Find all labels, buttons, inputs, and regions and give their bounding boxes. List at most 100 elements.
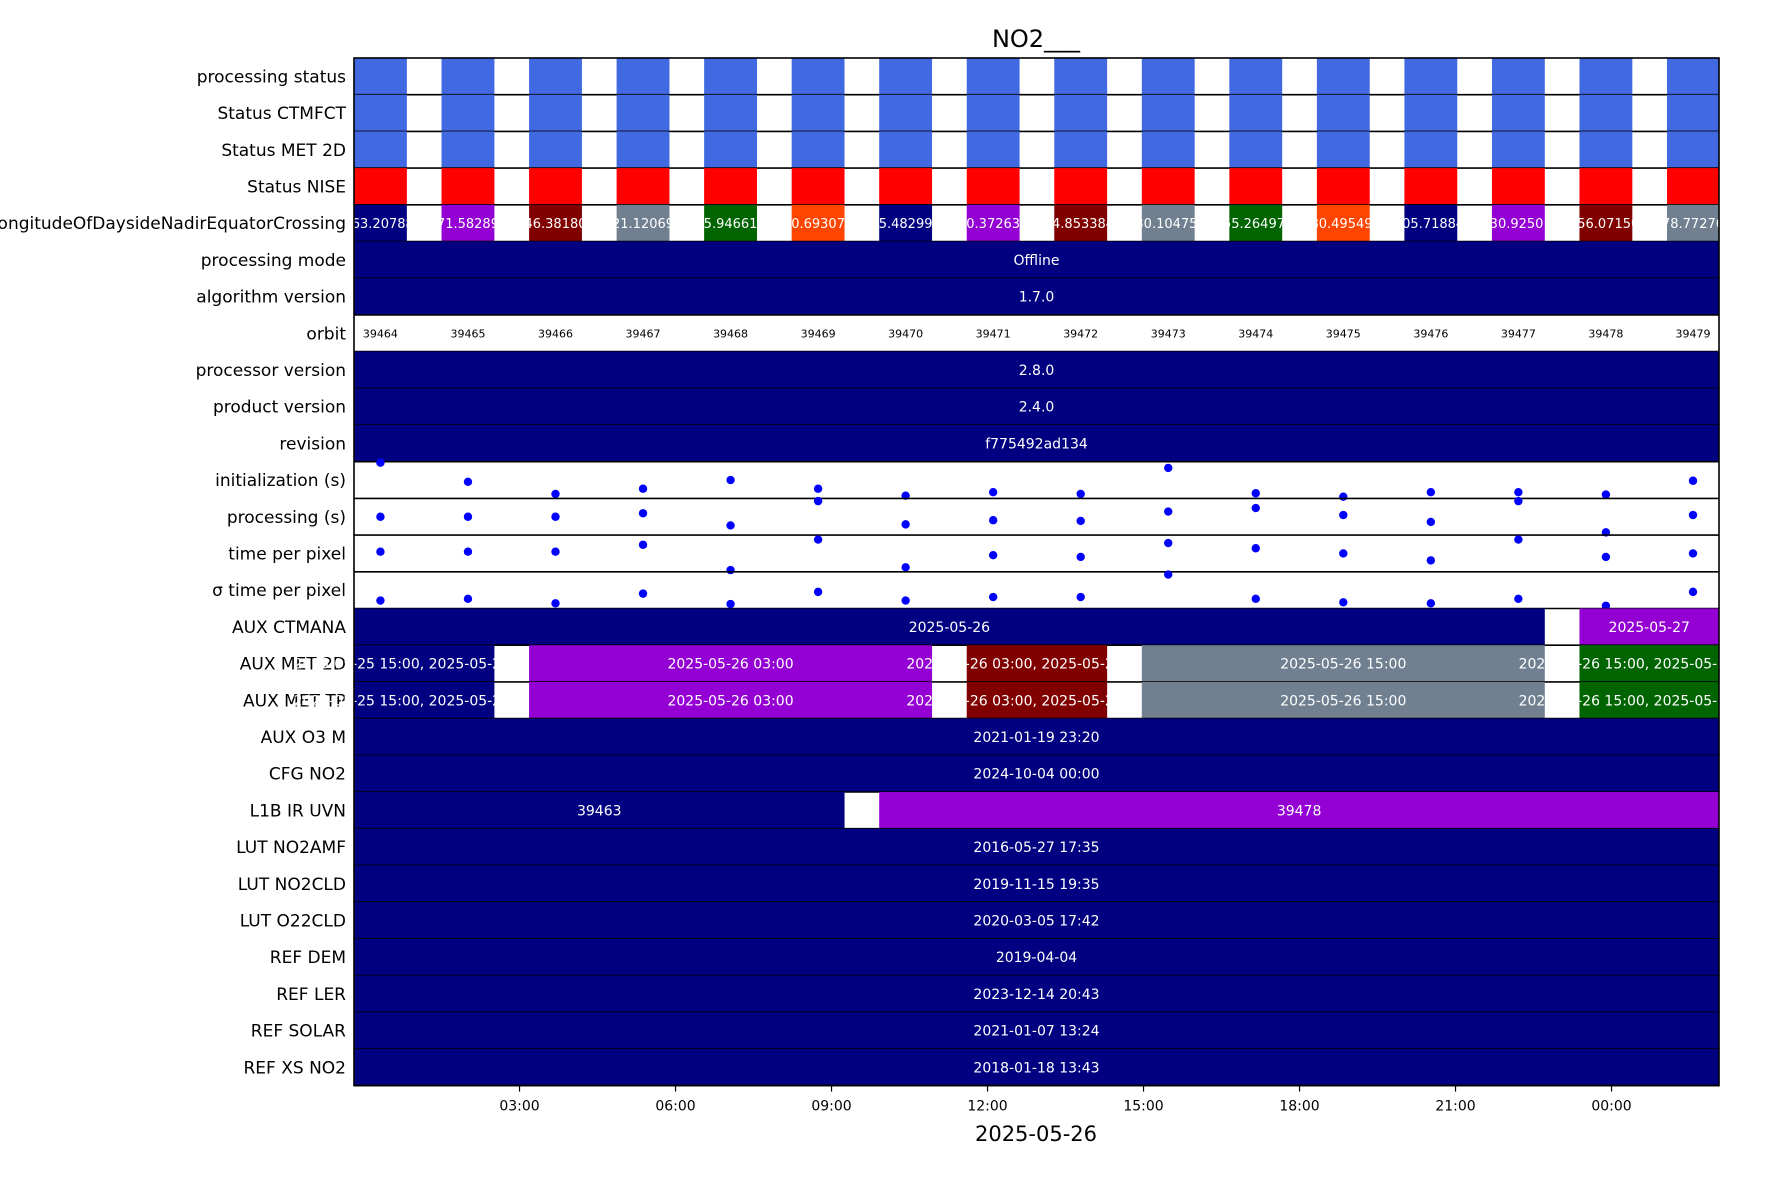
status-bar [1141,131,1195,169]
status-bar [1404,58,1458,95]
status-bar [1667,168,1719,205]
crossing-bar [1579,204,1633,242]
data-point [813,535,823,544]
crossing-value-label: 171.582891 [429,217,508,232]
span-label: 2019-04-04 [996,950,1077,966]
data-point [1164,570,1173,579]
status-bar [1316,58,1370,95]
span-label: 2025-05-26 03:00, 2025-05-26 15:00 [906,657,1167,673]
row-lut-o22cld: LUT O22CLD 2020-03-05 17:42 [240,902,1719,940]
row-label: product version [213,398,346,418]
row-processing-mode: processing mode Offline [201,241,1719,280]
status-bar [441,58,495,95]
span-label: Offline [1014,253,1060,269]
status-bar [529,168,582,205]
status-bar [879,168,933,205]
status-bar [1404,168,1458,205]
status-bar [1054,58,1108,95]
row-product-version: product version 2.4.0 [213,388,1719,426]
data-point [1514,487,1523,497]
data-point [1339,492,1348,501]
row-cfg-no2: CFG NO2 2024-10-04 00:00 [269,755,1719,793]
data-point [1339,598,1348,607]
crossing-bar [1229,204,1283,242]
span-label: 39478 [1277,803,1322,819]
x-tick-label: 18:00 [1279,1099,1319,1115]
status-bar [1229,131,1283,169]
data-point [1076,592,1085,602]
orbit-number-label: 39473 [1151,327,1186,340]
status-bar [879,58,933,95]
data-point [1688,476,1698,485]
row-label: Status MET 2D [221,141,346,161]
status-bar [1579,131,1633,169]
row-label: AUX O3 M [261,728,346,748]
status-bar [966,58,1020,95]
orbit-number-label: 39469 [801,327,836,340]
row-ref-xs-no2: REF XS NO2 2018-01-18 13:43 [244,1048,1719,1087]
status-bar [529,94,582,132]
data-point [813,484,823,493]
x-tick-label: 00:00 [1591,1099,1631,1115]
crossing-bar [354,204,407,242]
crossing-value-label: -105.718841 [1389,217,1472,232]
data-point [376,547,385,556]
data-point [1688,549,1698,558]
orbit-number-label: 39464 [363,327,398,340]
orbit-number-label: 39479 [1676,327,1711,340]
data-point [638,540,648,549]
crossing-bar [1141,204,1195,242]
span-bar [529,645,933,682]
status-bar [704,131,757,169]
span-bar [1579,645,1719,682]
span-bar [354,241,1719,279]
x-tick-label: 21:00 [1435,1099,1475,1115]
data-point [1164,463,1173,473]
crossing-bar [529,204,582,242]
data-point [1514,594,1523,604]
data-point [1426,487,1436,497]
span-label: 2023-12-14 20:43 [973,987,1099,1003]
x-axis: 03:00 06:00 09:00 12:00 15:00 18:00 21:00 00:00 [499,1085,1632,1115]
row-label: REF SOLAR [251,1022,346,1042]
x-tick-label: 12:00 [967,1099,1007,1115]
crossing-value-label: 95.946615 [695,217,765,232]
status-bar [1579,168,1633,205]
orbit-number-label: 39476 [1413,327,1448,340]
status-bar [1054,131,1108,169]
data-point [901,563,910,572]
row-revision: revision f775492ad134 [279,425,1719,463]
span-bar [1141,681,1545,719]
span-bar [354,718,1719,756]
row-label: time per pixel [228,544,346,564]
span-bar [354,755,1719,792]
crossing-value-label: 45.482991 [870,217,940,232]
orbit-number-label: 39465 [450,327,485,340]
crossing-value-label: 70.693074 [783,217,853,232]
data-point [463,512,473,521]
data-point [551,547,560,556]
span-label: 2025-05-26 03:00 [667,693,793,709]
span-label: 2025-05-25 15:00, 2025-05-26 03:00 [294,693,555,709]
span-bar [354,645,495,682]
data-point [551,599,560,608]
span-label: 2020-03-05 17:42 [973,913,1099,929]
row-label: REF DEM [270,948,346,968]
status-bar [1579,58,1633,95]
status-bar [1667,94,1719,132]
row-label: revision [279,434,346,454]
orbit-number-label: 39474 [1238,327,1273,340]
data-point [638,484,648,493]
data-point [1426,517,1436,527]
span-bar [354,865,1719,903]
data-point [463,547,473,556]
status-bar [1141,58,1195,95]
status-bar [1491,94,1545,132]
chart-title: NO2___ [992,25,1081,53]
crossing-bar [879,204,933,242]
crossing-value-label: 146.381805 [516,217,595,232]
data-point [726,565,735,575]
status-bar [1141,94,1195,132]
row-label: Status NISE [247,177,346,197]
x-tick-label: 06:00 [655,1099,695,1115]
